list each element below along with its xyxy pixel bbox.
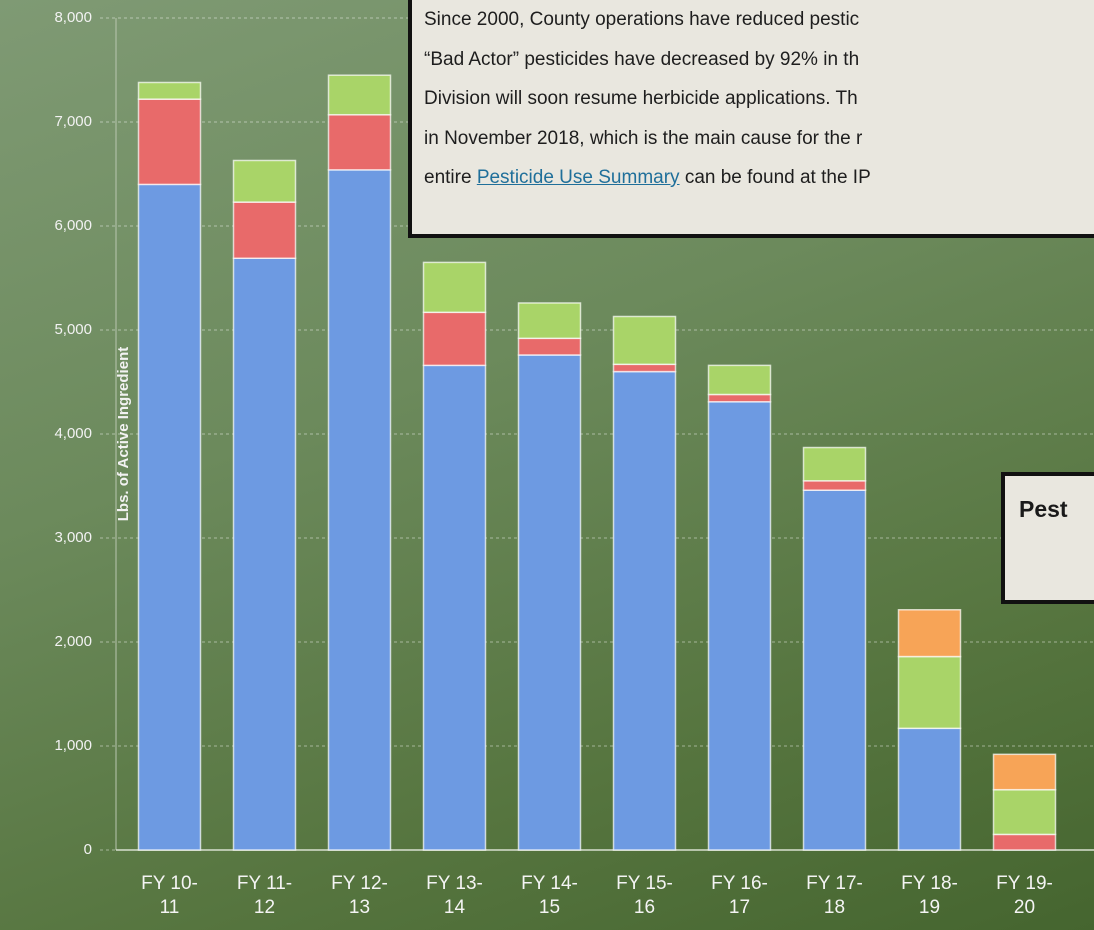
y-tick-label: 0: [84, 841, 92, 858]
bar-segment: [992, 833, 1057, 851]
x-tick-label: FY 19-20: [996, 873, 1053, 918]
x-tick-label: FY 17-18: [806, 873, 863, 918]
bar-segment: [327, 74, 392, 116]
bar-segment: [517, 354, 582, 851]
bar-segment: [707, 393, 772, 403]
y-axis-label: Lbs. of Active Ingredient: [115, 347, 132, 521]
bar-segment: [802, 489, 867, 851]
y-tick-label: 6,000: [54, 217, 92, 234]
note-text: entire: [424, 167, 472, 188]
bar-segment: [327, 113, 392, 171]
bar-segment: [897, 655, 962, 730]
bar-segment: [422, 261, 487, 314]
title-box: Pest: [1001, 472, 1094, 604]
bar-segment: [327, 169, 392, 851]
bar-segment: [137, 98, 202, 186]
note-line: entire Pesticide Use Summary can be foun…: [424, 158, 1094, 198]
y-tick-label: 2,000: [54, 633, 92, 650]
bar-segment: [517, 302, 582, 340]
bar-segment: [137, 183, 202, 851]
bar-segment: [612, 370, 677, 851]
x-tick-label: FY 15-16: [616, 873, 673, 918]
bar-segment: [897, 727, 962, 851]
x-tick-label: FY 11-12: [236, 873, 293, 918]
y-tick-label: 1,000: [54, 737, 92, 754]
x-tick-label: FY 13-14: [426, 873, 483, 918]
x-tick-label: FY 14-15: [521, 873, 578, 918]
bar-segment: [707, 364, 772, 396]
x-tick-label: FY 12-13: [331, 873, 388, 918]
x-tick-label: FY 18-19: [901, 873, 958, 918]
y-tick-label: 4,000: [54, 425, 92, 442]
note-box: Since 2000, County operations have reduc…: [408, 0, 1094, 238]
bar-segment: [232, 201, 297, 259]
x-tick-label: FY 16-17: [711, 873, 768, 918]
bar-segment: [422, 311, 487, 367]
bar-segment: [232, 159, 297, 203]
note-text: can be found at the IP: [684, 167, 871, 188]
bar-segment: [137, 81, 202, 100]
y-tick-label: 5,000: [54, 321, 92, 338]
note-line: Since 2000, County operations have reduc…: [424, 9, 860, 30]
bar-segment: [992, 788, 1057, 836]
x-tick-label: FY 10-11: [141, 873, 198, 918]
bar-segment: [232, 257, 297, 851]
bar-segment: [612, 363, 677, 373]
title-box-text: Pest: [1019, 496, 1068, 522]
y-tick-label: 3,000: [54, 529, 92, 546]
summary-link[interactable]: Pesticide Use Summary: [476, 167, 680, 188]
note-line: Division will soon resume herbicide appl…: [424, 88, 858, 109]
bar-segment: [897, 609, 962, 658]
bar-segment: [517, 337, 582, 356]
bar-segment: [422, 364, 487, 851]
y-tick-label: 8,000: [54, 9, 92, 26]
y-tick-label: 7,000: [54, 113, 92, 130]
bar-segment: [612, 315, 677, 366]
note-line: “Bad Actor” pesticides have decreased by…: [424, 48, 860, 70]
bar-segment: [707, 401, 772, 851]
note-line: in November 2018, which is the main caus…: [424, 127, 863, 149]
bar-segment: [992, 753, 1057, 791]
bar-segment: [802, 480, 867, 491]
bar-segment: [802, 446, 867, 482]
